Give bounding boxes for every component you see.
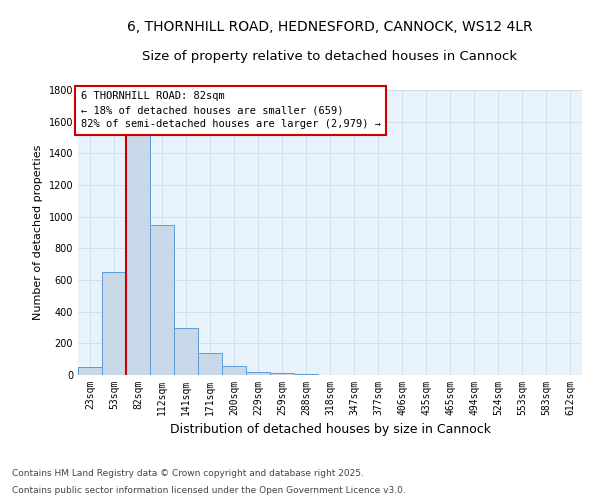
Text: Size of property relative to detached houses in Cannock: Size of property relative to detached ho… bbox=[142, 50, 518, 63]
Text: Contains public sector information licensed under the Open Government Licence v3: Contains public sector information licen… bbox=[12, 486, 406, 495]
Y-axis label: Number of detached properties: Number of detached properties bbox=[33, 145, 43, 320]
Bar bbox=[78, 367, 102, 375]
Bar bbox=[270, 374, 294, 375]
X-axis label: Distribution of detached houses by size in Cannock: Distribution of detached houses by size … bbox=[170, 424, 491, 436]
Bar bbox=[294, 374, 318, 375]
Text: 6 THORNHILL ROAD: 82sqm
← 18% of detached houses are smaller (659)
82% of semi-d: 6 THORNHILL ROAD: 82sqm ← 18% of detache… bbox=[80, 92, 380, 130]
Bar bbox=[150, 224, 174, 375]
Bar bbox=[102, 272, 126, 375]
Text: 6, THORNHILL ROAD, HEDNESFORD, CANNOCK, WS12 4LR: 6, THORNHILL ROAD, HEDNESFORD, CANNOCK, … bbox=[127, 20, 533, 34]
Bar bbox=[174, 328, 198, 375]
Bar bbox=[246, 372, 270, 375]
Bar bbox=[222, 366, 246, 375]
Bar bbox=[126, 114, 150, 375]
Text: Contains HM Land Registry data © Crown copyright and database right 2025.: Contains HM Land Registry data © Crown c… bbox=[12, 468, 364, 477]
Bar bbox=[198, 353, 222, 375]
